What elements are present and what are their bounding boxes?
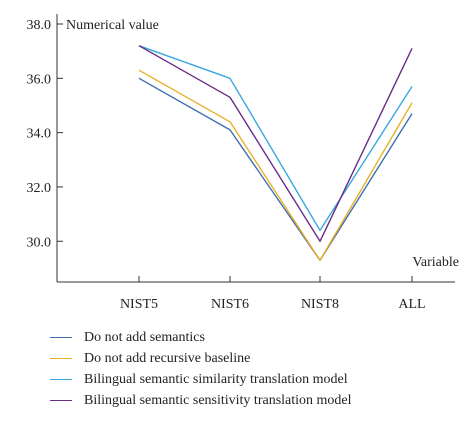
x-tick-label: ALL bbox=[398, 297, 425, 312]
x-tick-label: NIST5 bbox=[120, 297, 158, 312]
x-axis-title: Variable bbox=[412, 255, 459, 270]
legend-item: Do not add recursive baseline bbox=[50, 348, 352, 369]
y-tick-label: 34.0 bbox=[27, 127, 52, 142]
legend-swatch bbox=[50, 400, 72, 401]
legend-label: Bilingual semantic similarity translatio… bbox=[84, 371, 348, 387]
y-tick-label: 38.0 bbox=[27, 18, 52, 33]
chart-labels-group: 30.0 32.0 34.0 36.0 38.0 NIST5 NIST6 NIST8 ALL Nu… bbox=[27, 18, 460, 312]
legend-label: Bilingual semantic sensitivity translati… bbox=[84, 392, 352, 408]
line-chart: 30.0 32.0 34.0 36.0 38.0 NIST5 NIST6 NIST8 ALL Nu… bbox=[27, 14, 460, 312]
chart-series-group bbox=[138, 45, 413, 261]
legend-swatch bbox=[50, 379, 72, 380]
legend-swatch bbox=[50, 337, 72, 338]
series-line-2 bbox=[138, 69, 413, 261]
y-tick-label: 36.0 bbox=[27, 72, 52, 87]
legend-swatch bbox=[50, 358, 72, 359]
y-tick-label: 32.0 bbox=[27, 181, 52, 196]
legend-item: Do not add semantics bbox=[50, 327, 352, 348]
series-line-1 bbox=[138, 77, 413, 261]
x-tick-label: NIST8 bbox=[301, 297, 339, 312]
chart-legend: Do not add semantics Do not add recursive… bbox=[50, 327, 352, 411]
y-axis-title: Numerical value bbox=[66, 18, 159, 33]
legend-item: Bilingual semantic sensitivity translati… bbox=[50, 390, 352, 411]
legend-label: Do not add semantics bbox=[84, 329, 205, 345]
y-tick-label: 30.0 bbox=[27, 235, 52, 250]
legend-item: Bilingual semantic similarity translatio… bbox=[50, 369, 352, 390]
series-line-4 bbox=[138, 45, 413, 243]
x-tick-label: NIST6 bbox=[211, 297, 249, 312]
chart-axes bbox=[56, 14, 455, 283]
legend-label: Do not add recursive baseline bbox=[84, 350, 251, 366]
series-line-3 bbox=[138, 45, 413, 232]
